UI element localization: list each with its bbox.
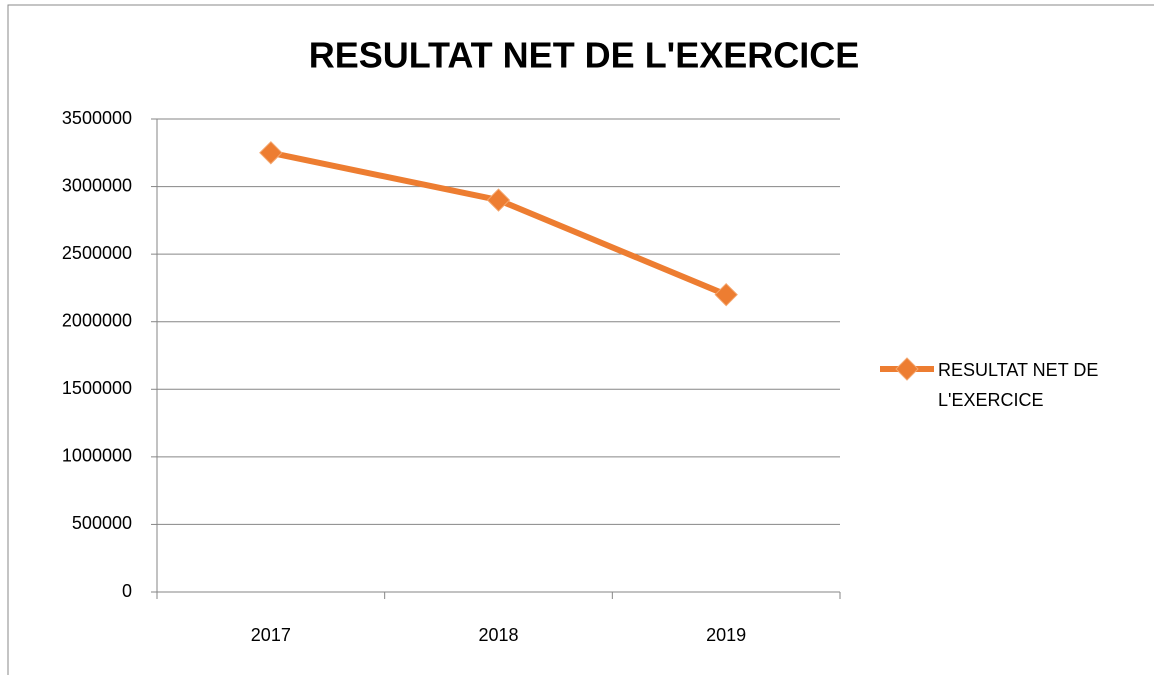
y-tick-label: 1500000: [62, 378, 132, 398]
chart-frame: [7, 4, 1154, 675]
series-marker: [259, 141, 283, 165]
x-tick-label: 2018: [478, 625, 518, 645]
series-marker: [486, 188, 511, 212]
legend-marker: [895, 357, 919, 381]
series-marker: [714, 282, 738, 307]
legend-label: RESULTAT NET DE L'EXERCICE: [938, 360, 1099, 410]
y-tick-label: 1000000: [62, 446, 132, 466]
chart-title: RESULTAT NET DE L'EXERCICE: [309, 35, 860, 76]
y-tick-label: 2500000: [62, 243, 132, 263]
y-tick-label: 500000: [72, 513, 132, 533]
y-tick-label: 3500000: [62, 108, 132, 128]
x-tick-label: 2019: [706, 625, 746, 645]
y-tick-label: 2000000: [62, 310, 132, 330]
y-tick-label: 0: [122, 581, 132, 601]
x-tick-label: 2017: [251, 625, 291, 645]
y-tick-label: 3000000: [62, 175, 132, 195]
series-line: [270, 149, 728, 298]
